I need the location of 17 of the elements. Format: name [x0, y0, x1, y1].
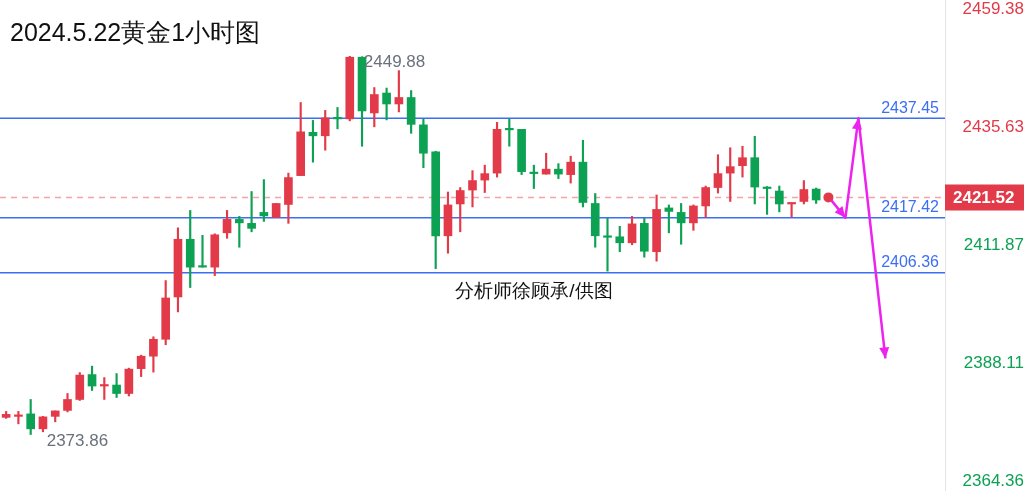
- ref-line-label: 2417.42: [881, 198, 940, 216]
- annotation: 分析师徐顾承/供图: [455, 280, 613, 302]
- candlestick: [198, 234, 207, 268]
- y-tick-label: 2388.11: [963, 353, 1024, 373]
- y-tick-label: 2435.63: [962, 116, 1024, 136]
- y-tick-label: 2364.36: [962, 471, 1024, 491]
- candlestick: [333, 107, 342, 130]
- candlestick: [738, 145, 747, 178]
- candlestick: [603, 218, 612, 272]
- ref-line-label: 2421.52: [953, 188, 1015, 208]
- annotation: 2373.86: [46, 430, 109, 450]
- y-tick-label: 2411.87: [963, 235, 1024, 255]
- text: 2024.5.22黄金1小时图: [10, 17, 261, 48]
- ref-line-label: 2437.45: [881, 98, 940, 116]
- ref-line-label: 2406.36: [881, 253, 940, 271]
- y-tick-label: 2459.38: [962, 0, 1024, 18]
- candlestick: [468, 170, 477, 208]
